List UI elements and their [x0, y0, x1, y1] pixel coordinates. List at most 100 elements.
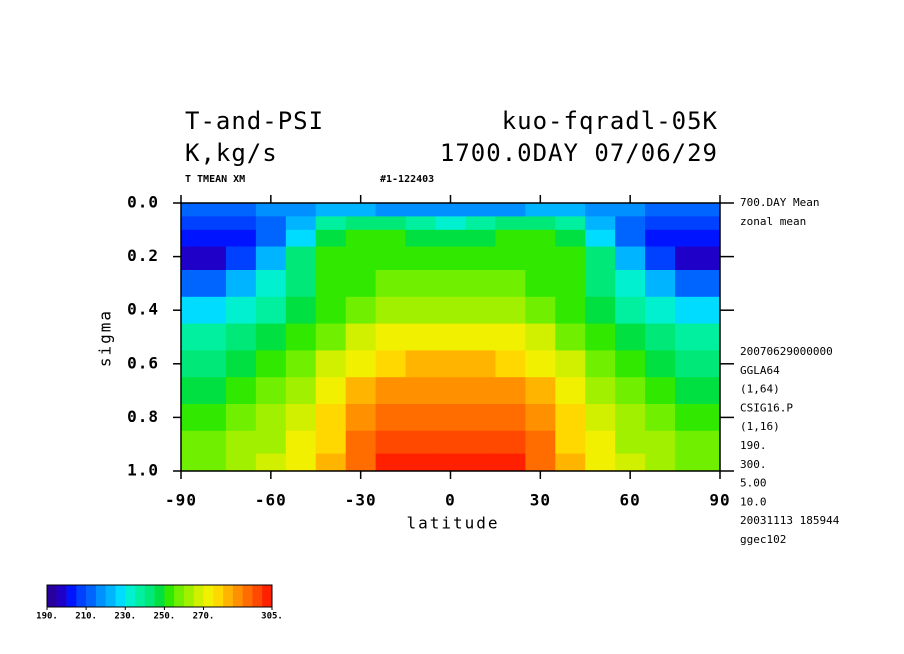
contour-cell [285, 229, 317, 248]
contour-cell [585, 203, 616, 217]
contour-cell [645, 246, 676, 271]
side-note: (1,16) [740, 420, 780, 433]
contour-cell [195, 377, 227, 405]
colorbar-swatch [56, 585, 67, 607]
contour-cell [225, 270, 257, 298]
contour-cell [195, 229, 227, 248]
contour-cell [495, 377, 526, 405]
contour-cell [705, 404, 721, 432]
contour-cell [555, 323, 586, 351]
contour-cell [435, 203, 466, 217]
contour-cell [255, 216, 287, 231]
contour-cell [495, 350, 526, 378]
colorbar-swatch [76, 585, 87, 607]
colorbar-swatch [115, 585, 126, 607]
contour-cell [375, 216, 407, 231]
contour-cell [255, 377, 287, 405]
contour-cell [675, 404, 706, 432]
contour-cell [181, 270, 197, 298]
contour-cell [225, 203, 257, 217]
contour-cell [181, 296, 197, 325]
contour-cell [495, 270, 526, 298]
contour-cell [315, 270, 347, 298]
contour-cell [375, 203, 407, 217]
y-tick-label: 0.6 [127, 353, 159, 372]
contour-cell [195, 404, 227, 432]
contour-cell [525, 216, 556, 231]
contour-cell [255, 296, 287, 325]
y-tick-label: 0.8 [127, 407, 159, 426]
contour-cell [225, 246, 257, 271]
contour-cell [345, 350, 377, 378]
contour-cell [285, 270, 317, 298]
y-axis-label: sigma [96, 309, 115, 367]
contour-cell [705, 203, 721, 217]
contour-cell [525, 404, 556, 432]
contour-cell [345, 296, 377, 325]
side-note: 190. [740, 439, 767, 452]
colorbar-label: 230. [114, 612, 136, 622]
contour-cell [375, 377, 407, 405]
contour-cell [405, 350, 437, 378]
contour-cell [495, 246, 526, 271]
side-note: CSIG16.P [740, 401, 793, 414]
contour-cell [465, 430, 496, 455]
contour-cell [435, 350, 466, 378]
x-tick-label: 30 [530, 491, 551, 510]
contour-cell [705, 216, 721, 231]
contour-cell [405, 323, 437, 351]
colorbar-swatch [193, 585, 204, 607]
contour-cell [181, 246, 197, 271]
contour-cell [555, 246, 586, 271]
run-label: #1-122403 [380, 174, 434, 185]
colorbar-swatch [232, 585, 243, 607]
contour-cell [181, 430, 197, 455]
contour-cell [555, 377, 586, 405]
contour-cell [255, 203, 287, 217]
colorbar-label: 210. [75, 612, 97, 622]
contour-cell [465, 296, 496, 325]
contour-cell [585, 350, 616, 378]
contour-cell [225, 377, 257, 405]
contour-cell [435, 430, 466, 455]
colorbar-swatch [183, 585, 195, 607]
contour-cell [285, 323, 317, 351]
contour-cell [405, 377, 437, 405]
contour-cell [705, 350, 721, 378]
contour-cell [285, 404, 317, 432]
contour-cell [525, 229, 556, 248]
contour-cell [225, 404, 257, 432]
contour-cell [315, 350, 347, 378]
contour-cell [285, 296, 317, 325]
side-note: ggec102 [740, 533, 786, 546]
contour-cell [375, 350, 407, 378]
contour-cell [195, 216, 227, 231]
contour-cell [315, 216, 347, 231]
contour-cell [645, 350, 676, 378]
contour-cell [375, 270, 407, 298]
contour-cell [285, 430, 317, 455]
colorbar-label: 190. [36, 612, 58, 622]
contour-cell [315, 430, 347, 455]
contour-cell [225, 323, 257, 351]
contour-cell [315, 404, 347, 432]
contour-field [181, 203, 721, 472]
side-note: 5.00 [740, 477, 767, 490]
contour-cell [375, 404, 407, 432]
chart-title-right: kuo-fqradl-05K [502, 107, 718, 135]
contour-cell [495, 323, 526, 351]
y-tick-label: 0.2 [127, 246, 159, 265]
contour-cell [181, 216, 197, 231]
contour-cell [435, 246, 466, 271]
contour-cell [195, 246, 227, 271]
contour-cell [525, 430, 556, 455]
contour-cell [345, 323, 377, 351]
contour-cell [495, 216, 526, 231]
contour-cell [555, 270, 586, 298]
contour-cell [405, 404, 437, 432]
contour-cell [705, 377, 721, 405]
contour-cell [375, 229, 407, 248]
contour-cell [435, 377, 466, 405]
contour-cell [195, 453, 227, 472]
colorbar-swatch [105, 585, 116, 607]
